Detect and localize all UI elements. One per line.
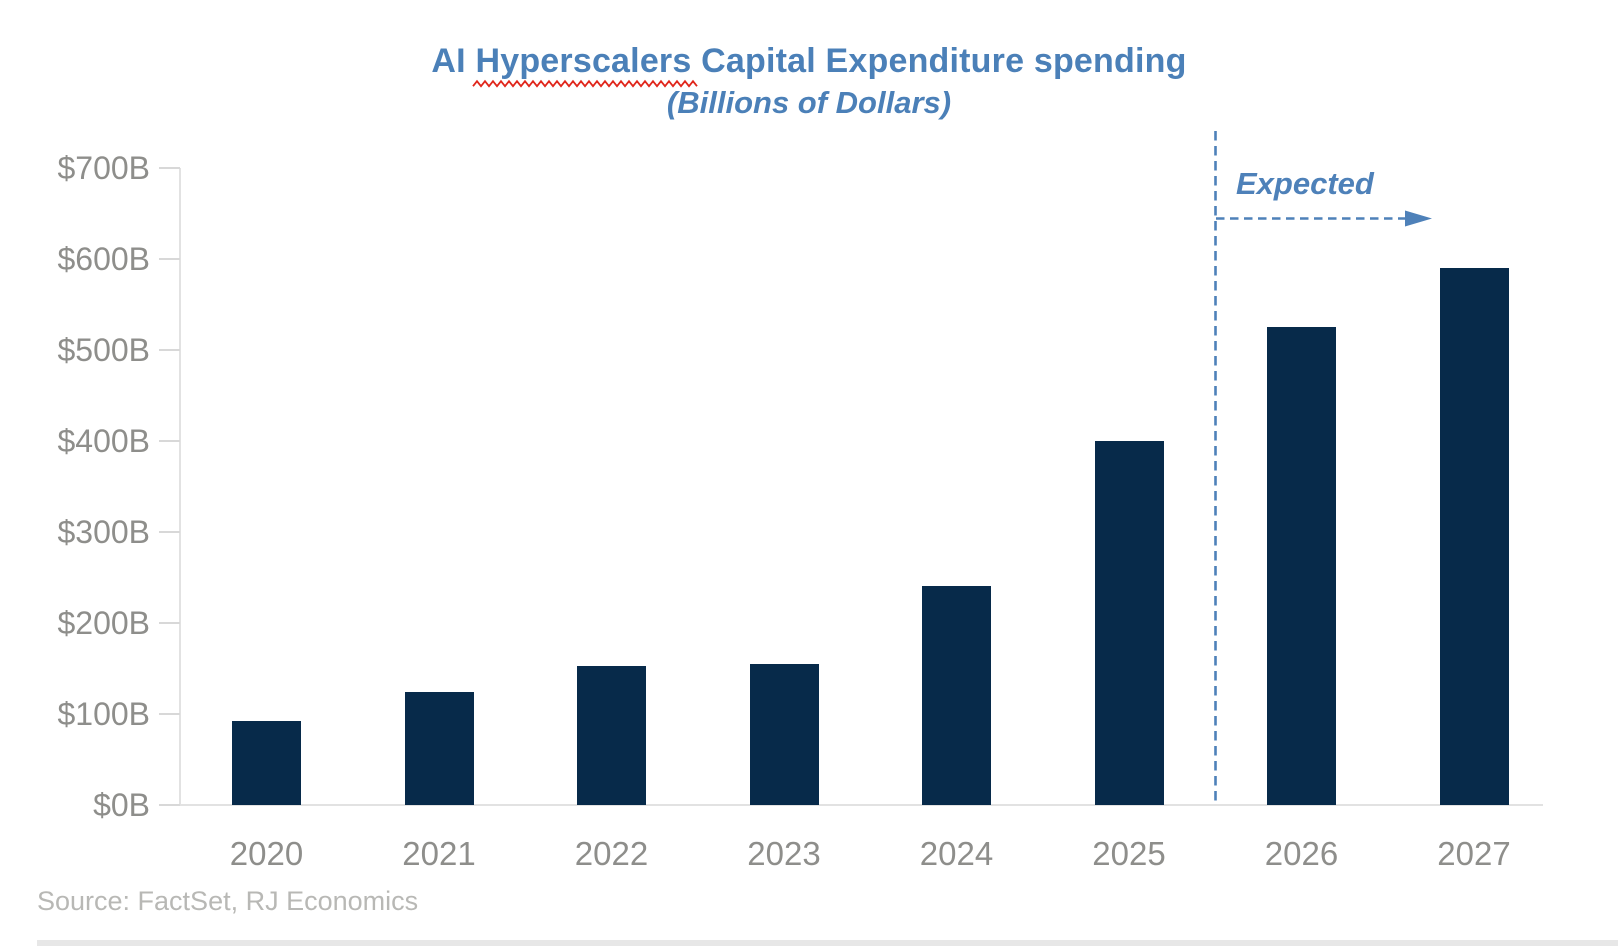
x-axis-label-2023: 2023 bbox=[747, 835, 821, 872]
bar-2024 bbox=[922, 585, 991, 805]
spellcheck-squiggle-icon bbox=[472, 79, 699, 88]
y-tick-label-200: $200B bbox=[57, 605, 150, 641]
x-axis-label-2024: 2024 bbox=[919, 835, 994, 872]
chart-title: AI Hyperscalers Capital Expenditure spen… bbox=[0, 42, 1618, 88]
y-tick-label-100: $100B bbox=[57, 696, 150, 732]
bar-2025 bbox=[1094, 441, 1164, 805]
y-tick-label-500: $500B bbox=[57, 332, 150, 368]
x-axis-label-2020: 2020 bbox=[229, 835, 304, 872]
y-tick-label-0: $0B bbox=[93, 787, 150, 823]
chart-subtitle: (Billions of Dollars) bbox=[666, 85, 952, 120]
y-tick-label-600: $600B bbox=[57, 241, 150, 277]
source-caption: Source: FactSet, RJ Economics bbox=[37, 886, 419, 916]
y-tick-label-400: $400B bbox=[57, 423, 150, 459]
chart-title-prefix: AI bbox=[431, 42, 476, 80]
chart-title-misspelled-word: Hyperscalers bbox=[472, 42, 699, 88]
y-axis-tick bbox=[159, 531, 180, 533]
x-axis-label-2021: 2021 bbox=[402, 835, 476, 872]
bar-2022 bbox=[577, 665, 646, 805]
expected-arrow-head bbox=[1405, 210, 1432, 227]
x-axis-label-2022: 2022 bbox=[574, 835, 649, 872]
bar-2027 bbox=[1439, 268, 1509, 805]
y-axis-line bbox=[179, 168, 181, 805]
chart-title-suffix: Capital Expenditure spending bbox=[691, 42, 1187, 80]
bar-2021 bbox=[404, 692, 474, 805]
y-axis-tick bbox=[159, 258, 180, 260]
bottom-edge-band bbox=[37, 940, 1618, 946]
expected-label: Expected bbox=[1236, 166, 1374, 201]
x-axis-label-2026: 2026 bbox=[1264, 835, 1339, 872]
y-axis-tick bbox=[159, 622, 180, 624]
y-axis-tick bbox=[159, 440, 180, 442]
x-axis-label-2027: 2027 bbox=[1437, 835, 1511, 872]
y-axis-tick bbox=[159, 804, 180, 806]
y-axis-tick bbox=[159, 349, 180, 351]
bar-2020 bbox=[232, 721, 301, 805]
bar-2026 bbox=[1267, 327, 1336, 805]
bar-2023 bbox=[749, 663, 819, 805]
x-axis-label-2025: 2025 bbox=[1092, 835, 1166, 872]
y-tick-label-300: $300B bbox=[57, 514, 150, 550]
y-axis-tick bbox=[159, 713, 180, 715]
y-tick-label-700: $700B bbox=[57, 150, 150, 186]
x-axis-line bbox=[159, 804, 1543, 806]
y-axis-tick bbox=[159, 167, 180, 169]
